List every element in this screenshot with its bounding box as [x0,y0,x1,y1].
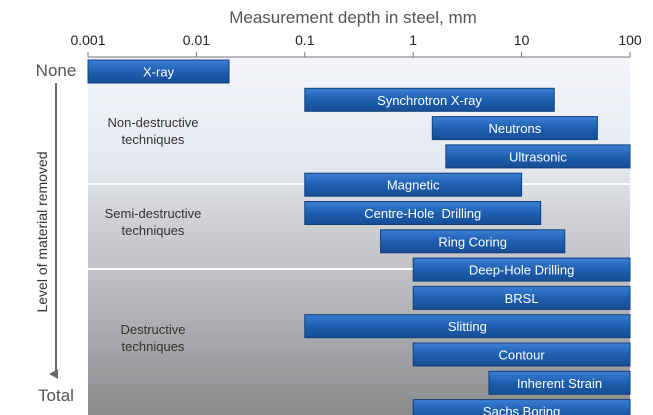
bar [412,285,631,310]
bar [304,87,555,112]
bar [304,172,523,197]
y-top-label: None [36,61,77,80]
bar-label: Ultrasonic [509,149,567,164]
bar-label: Slitting [448,319,487,334]
bar [445,144,631,169]
bar-group: Ring Coring [380,229,566,254]
x-axis-title: Measurement depth in steel, mm [229,8,477,27]
bar-group: Neutrons [431,116,598,141]
bar-group: Magnetic [304,172,523,197]
bar [380,229,566,254]
bar [412,257,631,282]
group-label: Destructive techniques [120,322,185,354]
bar-group: BRSL [412,285,631,310]
x-tick-label: 0.01 [183,32,210,48]
bar [87,59,230,84]
bar-label: X-ray [143,65,175,80]
bar-label: Contour [498,348,545,363]
bar-group: X-ray [87,59,230,84]
bar [304,201,542,225]
x-tick-label: 100 [618,32,642,48]
bar-group: Deep-Hole Drilling [412,257,631,282]
bar [412,342,631,367]
bar-group: Synchrotron X-ray [304,87,555,112]
bar-label: Inherent Strain [517,376,602,391]
bar-group: Sachs Boring [412,399,631,415]
bar [488,370,631,395]
bar-group: Slitting [304,314,631,339]
x-tick-label: 0.001 [70,32,105,48]
group-label: Non-destructive techniques [107,115,198,147]
bar-label: Synchrotron X-ray [377,93,482,108]
x-tick-label: 0.1 [295,32,315,48]
y-axis-title: Level of material removed [34,151,50,312]
bar [431,116,598,141]
bar-label: Deep-Hole Drilling [469,263,575,278]
bar-label: Ring Coring [438,234,507,249]
bar [304,314,631,339]
bar [412,399,631,415]
bar-group: Inherent Strain [488,370,631,395]
bar-label: Centre-Hole Drilling [364,206,481,221]
y-bottom-label: Total [38,386,74,405]
bar-group: Centre-Hole Drilling [304,201,542,225]
bar-label: BRSL [505,291,539,306]
bar-group: Ultrasonic [445,144,631,169]
x-tick-label: 10 [514,32,530,48]
group-label: Semi-destructive techniques [105,206,202,238]
bar-label: Magnetic [387,178,440,193]
bar-label: Sachs Boring [483,404,560,415]
bar-label: Neutrons [488,121,541,136]
x-tick-label: 1 [409,32,417,48]
bar-group: Contour [412,342,631,367]
